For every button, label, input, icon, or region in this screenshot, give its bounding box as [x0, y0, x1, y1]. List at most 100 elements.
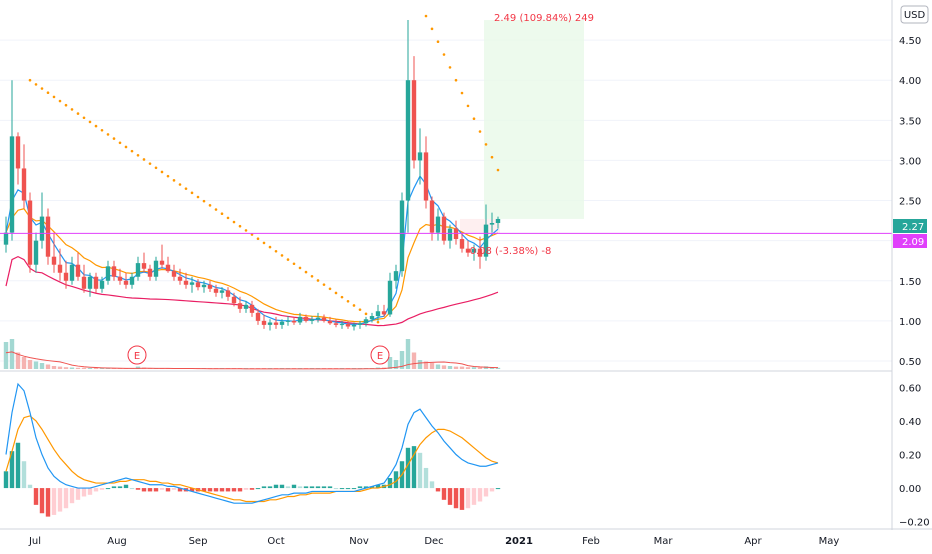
psar-dot [256, 237, 260, 241]
psar-dot [70, 108, 74, 111]
last-price-text: 2.27 [902, 222, 924, 233]
candle-body [285, 320, 291, 322]
candle-body [273, 322, 279, 325]
hline-price-box [893, 234, 927, 248]
earnings-marker[interactable]: E [370, 345, 390, 365]
volume-bar [93, 367, 99, 369]
y-tick-label: 4.50 [899, 36, 921, 47]
psar-dot [118, 141, 122, 145]
psar-dot [136, 153, 140, 157]
volume-bar [21, 357, 27, 369]
macd-histogram-bar [189, 488, 195, 492]
psar-dot [466, 104, 470, 108]
candle-body [405, 80, 411, 201]
macd-histogram-bar [447, 488, 453, 505]
psar-dot [100, 128, 104, 132]
psar-dot [346, 300, 350, 303]
macd-histogram-bar [129, 488, 135, 490]
candle-body [63, 272, 69, 281]
macd-histogram-bar [273, 484, 279, 489]
earnings-marker[interactable]: E [127, 345, 147, 365]
volume-bar [495, 367, 501, 369]
range-box-up [484, 20, 584, 219]
candle-body [459, 239, 465, 249]
macd-y-tick-label: 0.40 [899, 417, 921, 428]
candle-body [171, 271, 177, 277]
macd-y-tick-label: 0.20 [899, 451, 921, 462]
range-box-down [460, 218, 500, 234]
psar-dot [334, 291, 338, 295]
psar-dot [88, 120, 92, 124]
psar-dot [124, 145, 128, 149]
volume-bars [3, 339, 501, 370]
candle-body [387, 280, 393, 315]
psar-dot [274, 249, 278, 253]
candle-body [183, 280, 189, 285]
x-tick-label: May [819, 536, 840, 547]
psar-dot [238, 224, 242, 228]
y-tick-label: 2.50 [899, 197, 921, 208]
candle-body [111, 266, 117, 277]
macd-histogram-bar [219, 488, 225, 492]
parabolic-sar [28, 14, 500, 324]
candle-body [177, 276, 183, 281]
psar-dot [148, 162, 152, 165]
psar-dot [478, 130, 482, 133]
candle-body [159, 260, 165, 265]
volume-bar [3, 342, 9, 369]
psar-dot [220, 212, 224, 215]
macd-histogram-bar [243, 488, 249, 490]
macd-histogram-bar [105, 488, 111, 490]
candle-body [483, 224, 489, 257]
psar-dot [454, 78, 458, 82]
candle-body [21, 168, 27, 201]
candle-body [465, 248, 471, 253]
macd-histogram-bar [207, 488, 213, 492]
candle-body [291, 320, 297, 323]
candle-body [357, 323, 363, 325]
price-range-measure [460, 20, 584, 234]
psar-dot [46, 91, 50, 95]
macd-histogram-bar [459, 488, 465, 510]
candle-body [45, 216, 51, 257]
macd-histogram-bar [477, 488, 483, 502]
candle-body [255, 312, 261, 321]
macd-histogram-bar [333, 488, 339, 490]
macd-signal-line [5, 415, 499, 503]
macd-histogram-bar [453, 488, 459, 509]
psar-dot [160, 170, 164, 174]
macd-histogram-bar [387, 478, 393, 489]
candle-body [375, 311, 381, 317]
psar-dot [448, 66, 452, 69]
volume-bar [447, 366, 453, 369]
volume-bar [99, 367, 105, 369]
macd-histogram-bar [201, 488, 207, 492]
macd-histogram-bar [33, 488, 39, 505]
candle-body [309, 319, 315, 321]
last-price-label: 2.27 [893, 219, 927, 233]
psar-dot [328, 287, 332, 291]
candle-body [93, 276, 99, 289]
volume-bar [423, 361, 429, 369]
hline-price-text: 2.09 [902, 237, 924, 248]
macd-histogram-bar [27, 484, 33, 489]
macd-histogram-bar [225, 488, 231, 492]
candle-body [15, 136, 21, 169]
macd-histogram-bar [345, 488, 351, 490]
candle-body [363, 319, 369, 324]
volume-bar [45, 364, 51, 369]
psar-dot [358, 308, 362, 311]
currency-button[interactable]: USD [900, 5, 929, 24]
psar-dot [142, 158, 146, 161]
candle-body [435, 216, 441, 233]
macd-histogram-bar [363, 486, 369, 489]
candle-body [345, 324, 351, 327]
candle-body [495, 218, 501, 224]
y-tick-label: 1.00 [899, 317, 921, 328]
candle-body [321, 317, 327, 321]
volume-bar [81, 367, 87, 369]
psar-dot [244, 229, 248, 232]
psar-dot [52, 95, 56, 99]
